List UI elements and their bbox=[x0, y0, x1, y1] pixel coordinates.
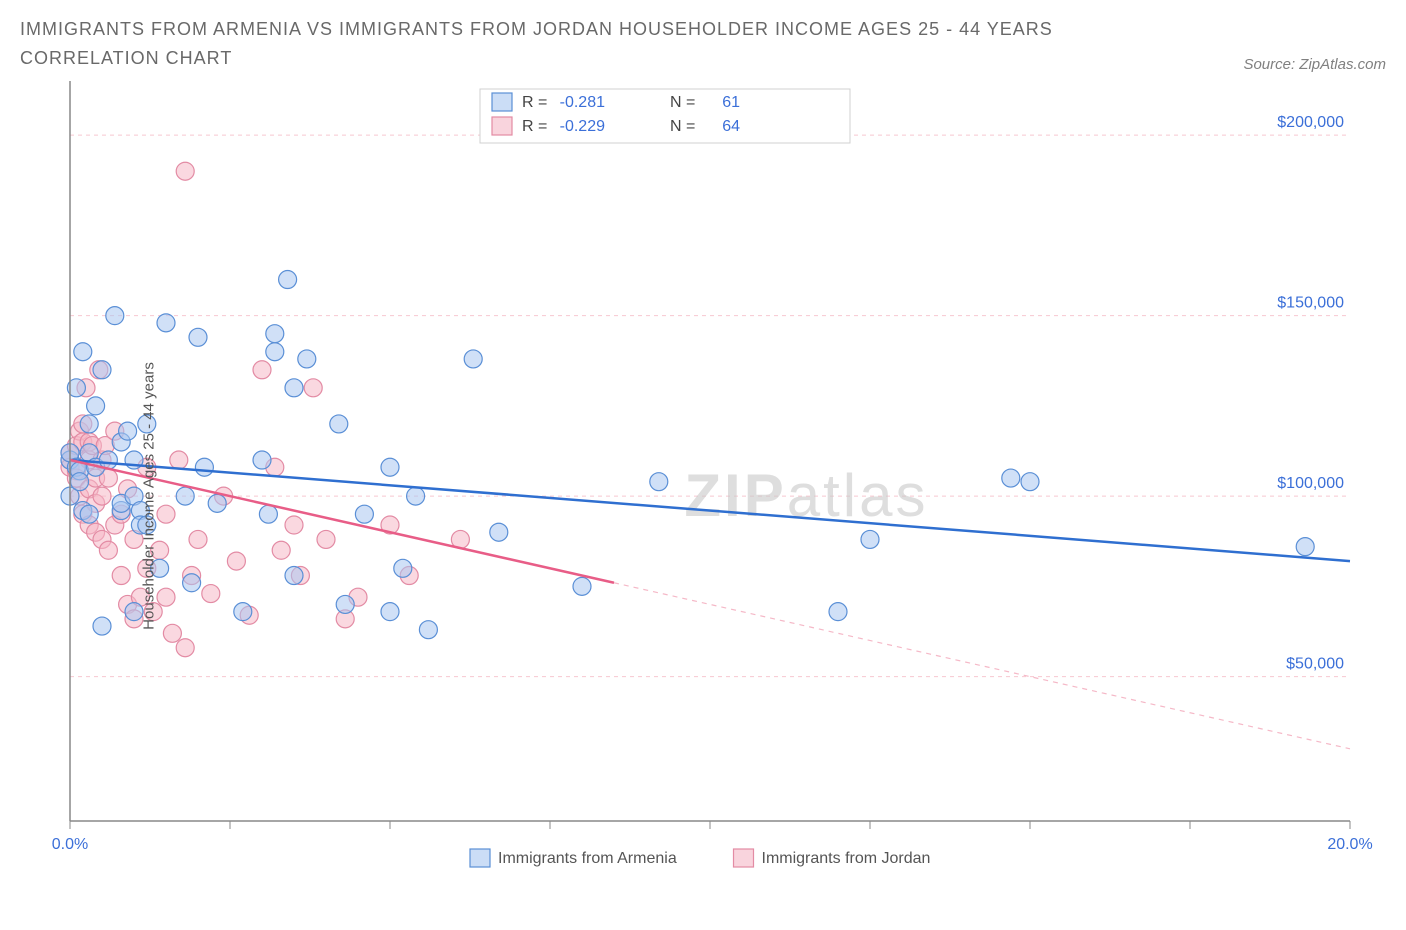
data-point-armenia bbox=[195, 458, 213, 476]
bottom-legend-swatch-armenia bbox=[470, 849, 490, 867]
data-point-armenia bbox=[189, 328, 207, 346]
chart-title: IMMIGRANTS FROM ARMENIA VS IMMIGRANTS FR… bbox=[20, 15, 1120, 73]
data-point-jordan bbox=[170, 451, 188, 469]
source-label: Source: ZipAtlas.com bbox=[1243, 56, 1386, 73]
data-point-armenia bbox=[106, 306, 124, 324]
data-point-armenia bbox=[285, 566, 303, 584]
data-point-armenia bbox=[71, 472, 89, 490]
data-point-armenia bbox=[407, 487, 425, 505]
bottom-legend-label-armenia: Immigrants from Armenia bbox=[498, 850, 677, 867]
data-point-armenia bbox=[93, 360, 111, 378]
data-point-armenia bbox=[279, 270, 297, 288]
x-tick-label: 0.0% bbox=[52, 836, 88, 853]
data-point-armenia bbox=[1002, 469, 1020, 487]
data-point-armenia bbox=[829, 602, 847, 620]
chart-container: Householder Income Ages 25 - 44 years $5… bbox=[20, 81, 1386, 911]
data-point-armenia bbox=[266, 324, 284, 342]
data-point-armenia bbox=[381, 602, 399, 620]
data-point-armenia bbox=[419, 620, 437, 638]
data-point-jordan bbox=[176, 162, 194, 180]
data-point-armenia bbox=[87, 396, 105, 414]
data-point-armenia bbox=[464, 350, 482, 368]
y-tick-label: $200,000 bbox=[1277, 114, 1344, 131]
data-point-armenia bbox=[208, 494, 226, 512]
data-point-armenia bbox=[93, 617, 111, 635]
data-point-jordan bbox=[157, 505, 175, 523]
data-point-jordan bbox=[99, 541, 117, 559]
data-point-armenia bbox=[253, 451, 271, 469]
data-point-armenia bbox=[1296, 537, 1314, 555]
data-point-armenia bbox=[234, 602, 252, 620]
data-point-armenia bbox=[490, 523, 508, 541]
data-point-jordan bbox=[317, 530, 335, 548]
data-point-armenia bbox=[298, 350, 316, 368]
legend-r-value-armenia: -0.281 bbox=[560, 94, 605, 111]
data-point-jordan bbox=[157, 588, 175, 606]
data-point-jordan bbox=[189, 530, 207, 548]
data-point-armenia bbox=[285, 378, 303, 396]
data-point-jordan bbox=[176, 638, 194, 656]
y-tick-label: $50,000 bbox=[1286, 655, 1344, 672]
y-tick-label: $150,000 bbox=[1277, 294, 1344, 311]
data-point-armenia bbox=[266, 342, 284, 360]
data-point-armenia bbox=[336, 595, 354, 613]
scatter-chart: $50,000$100,000$150,000$200,000ZIPatlas0… bbox=[20, 81, 1386, 911]
data-point-armenia bbox=[330, 415, 348, 433]
legend-swatch-armenia bbox=[492, 93, 512, 111]
data-point-armenia bbox=[394, 559, 412, 577]
legend-r-label: R = bbox=[522, 94, 547, 111]
legend-n-value-armenia: 61 bbox=[722, 94, 740, 111]
data-point-armenia bbox=[74, 342, 92, 360]
legend-r-value-jordan: -0.229 bbox=[560, 118, 605, 135]
legend-n-value-jordan: 64 bbox=[722, 118, 740, 135]
data-point-jordan bbox=[227, 552, 245, 570]
data-point-jordan bbox=[272, 541, 290, 559]
legend-n-label: N = bbox=[670, 118, 695, 135]
legend-r-label: R = bbox=[522, 118, 547, 135]
data-point-jordan bbox=[163, 624, 181, 642]
data-point-jordan bbox=[285, 516, 303, 534]
data-point-armenia bbox=[650, 472, 668, 490]
y-axis-label: Householder Income Ages 25 - 44 years bbox=[140, 362, 157, 630]
bottom-legend-swatch-jordan bbox=[734, 849, 754, 867]
data-point-armenia bbox=[157, 313, 175, 331]
data-point-armenia bbox=[80, 505, 98, 523]
bottom-legend-label-jordan: Immigrants from Jordan bbox=[762, 850, 931, 867]
data-point-armenia bbox=[80, 415, 98, 433]
data-point-armenia bbox=[183, 573, 201, 591]
data-point-armenia bbox=[355, 505, 373, 523]
data-point-jordan bbox=[253, 360, 271, 378]
data-point-jordan bbox=[112, 566, 130, 584]
data-point-armenia bbox=[1021, 472, 1039, 490]
data-point-armenia bbox=[259, 505, 277, 523]
y-tick-label: $100,000 bbox=[1277, 475, 1344, 492]
legend-n-label: N = bbox=[670, 94, 695, 111]
data-point-jordan bbox=[93, 487, 111, 505]
trendline-ext-jordan bbox=[614, 582, 1350, 748]
data-point-armenia bbox=[119, 422, 137, 440]
data-point-armenia bbox=[861, 530, 879, 548]
data-point-armenia bbox=[381, 458, 399, 476]
data-point-armenia bbox=[573, 577, 591, 595]
data-point-jordan bbox=[202, 584, 220, 602]
legend-swatch-jordan bbox=[492, 117, 512, 135]
data-point-armenia bbox=[176, 487, 194, 505]
data-point-jordan bbox=[304, 378, 322, 396]
x-tick-label: 20.0% bbox=[1327, 836, 1372, 853]
